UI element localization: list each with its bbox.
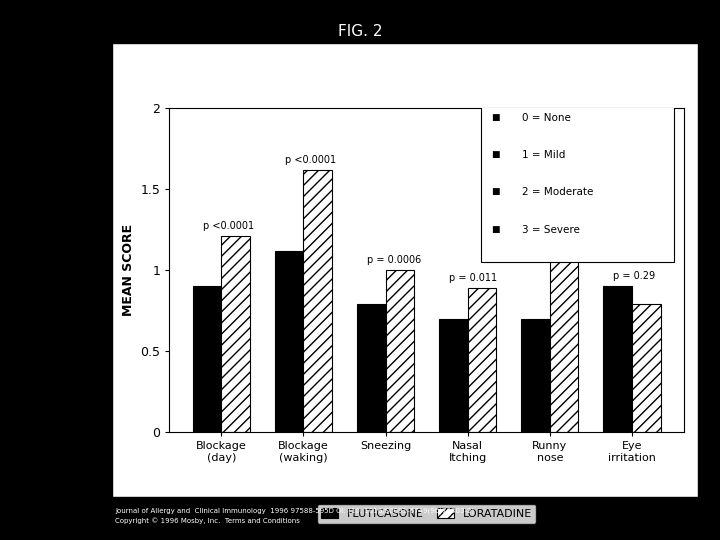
Text: 3 = Severe: 3 = Severe — [522, 225, 580, 235]
Text: Journal of Allergy and  Clinical Immunology  1996 97588-595D OI: (10. 1016/S0091: Journal of Allergy and Clinical Immunolo… — [115, 508, 474, 514]
Text: Copyright © 1996 Mosby, Inc.  Terms and Conditions: Copyright © 1996 Mosby, Inc. Terms and C… — [115, 517, 300, 524]
Text: p <0.0001: p <0.0001 — [531, 239, 582, 249]
Legend: FLUTICASONE, LORATADINE: FLUTICASONE, LORATADINE — [317, 504, 536, 524]
Text: ■: ■ — [491, 113, 500, 122]
Bar — [193, 286, 221, 432]
Text: p = 0.29: p = 0.29 — [613, 271, 655, 281]
Text: p <0.0001: p <0.0001 — [203, 221, 254, 231]
Bar — [357, 304, 385, 432]
Text: p = 0.0006: p = 0.0006 — [367, 255, 421, 265]
Bar — [468, 288, 496, 432]
Text: 2 = Moderate: 2 = Moderate — [522, 187, 593, 198]
Bar — [303, 170, 332, 432]
Bar — [275, 251, 303, 432]
Bar — [632, 304, 660, 432]
Bar — [550, 254, 578, 432]
Bar — [603, 286, 632, 432]
Text: p = 0.011: p = 0.011 — [449, 273, 498, 283]
Bar — [521, 319, 550, 432]
FancyBboxPatch shape — [481, 106, 674, 262]
Text: 1 = Mild: 1 = Mild — [522, 150, 565, 160]
Text: p <0.0001: p <0.0001 — [285, 154, 336, 165]
Text: ■: ■ — [491, 187, 500, 197]
Y-axis label: MEAN SCORE: MEAN SCORE — [122, 224, 135, 316]
Bar — [221, 236, 250, 432]
Text: ■: ■ — [491, 150, 500, 159]
Text: ■: ■ — [491, 225, 500, 234]
Bar — [439, 319, 468, 432]
Text: 0 = None: 0 = None — [522, 113, 571, 123]
Bar — [385, 270, 414, 432]
Text: FIG. 2: FIG. 2 — [338, 24, 382, 39]
